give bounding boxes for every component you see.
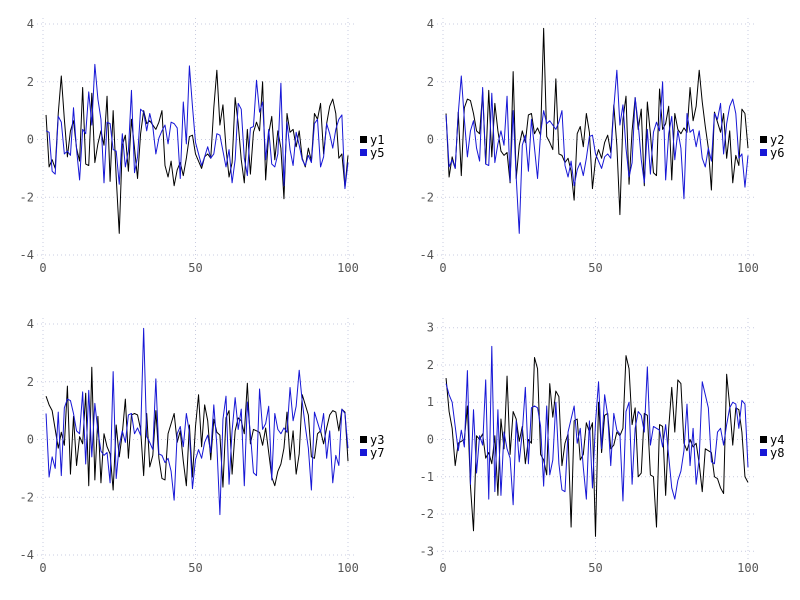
x-tick-label: 50 (588, 561, 602, 575)
series-line-y2 (445, 27, 749, 216)
series-line-y6 (445, 69, 749, 234)
y-tick-label: 4 (27, 17, 34, 31)
y-tick-label: -4 (420, 248, 434, 262)
y-tick-label: 2 (27, 75, 34, 89)
y-tick-label: -3 (420, 544, 434, 558)
legend-label-y1: y1 (370, 133, 384, 147)
x-tick-label: 0 (439, 561, 446, 575)
y-tick-label: 1 (427, 395, 434, 409)
legend-label-y7: y7 (370, 446, 384, 460)
y-tick-label: -4 (20, 248, 34, 262)
series-line-y7 (45, 327, 349, 516)
y-tick-label: 3 (427, 321, 434, 335)
legend-label-y5: y5 (370, 146, 384, 160)
x-tick-label: 100 (337, 261, 359, 275)
x-tick-label: 0 (39, 261, 46, 275)
legend-label-y6: y6 (770, 146, 784, 160)
y-tick-label: 2 (27, 375, 34, 389)
legend-swatch-y8 (760, 449, 767, 456)
legend-swatch-y1 (360, 136, 367, 143)
y-tick-label: 4 (427, 17, 434, 31)
x-tick-label: 0 (39, 561, 46, 575)
x-tick-label: 100 (737, 561, 759, 575)
y-tick-label: -4 (20, 548, 34, 562)
y-tick-label: -2 (420, 190, 434, 204)
legend-swatch-y3 (360, 436, 367, 443)
y-tick-label: 0 (427, 133, 434, 147)
series-line-y5 (45, 63, 349, 190)
legend-swatch-y7 (360, 449, 367, 456)
y-tick-label: 0 (27, 133, 34, 147)
legend-swatch-y6 (760, 149, 767, 156)
y-tick-label: 0 (27, 433, 34, 447)
legend-swatch-y4 (760, 436, 767, 443)
x-tick-label: 50 (188, 561, 202, 575)
legend-label-y3: y3 (370, 433, 384, 447)
series-line-y1 (45, 69, 349, 234)
y-tick-label: 4 (27, 317, 34, 331)
y-tick-label: -2 (20, 190, 34, 204)
y-tick-label: -1 (420, 470, 434, 484)
x-tick-label: 50 (588, 261, 602, 275)
legend-swatch-y2 (760, 136, 767, 143)
x-tick-label: 100 (337, 561, 359, 575)
series-line-y4 (445, 355, 749, 537)
x-tick-label: 50 (188, 261, 202, 275)
y-tick-label: -2 (20, 490, 34, 504)
x-tick-label: 100 (737, 261, 759, 275)
y-tick-label: -2 (420, 507, 434, 521)
legend-label-y8: y8 (770, 446, 784, 460)
y-tick-label: 2 (427, 358, 434, 372)
series-line-y3 (45, 366, 349, 491)
y-tick-label: 0 (427, 433, 434, 447)
legend-label-y4: y4 (770, 433, 784, 447)
x-tick-label: 0 (439, 261, 446, 275)
legend-label-y2: y2 (770, 133, 784, 147)
legend-swatch-y5 (360, 149, 367, 156)
series-line-y8 (445, 345, 749, 506)
y-tick-label: 2 (427, 75, 434, 89)
